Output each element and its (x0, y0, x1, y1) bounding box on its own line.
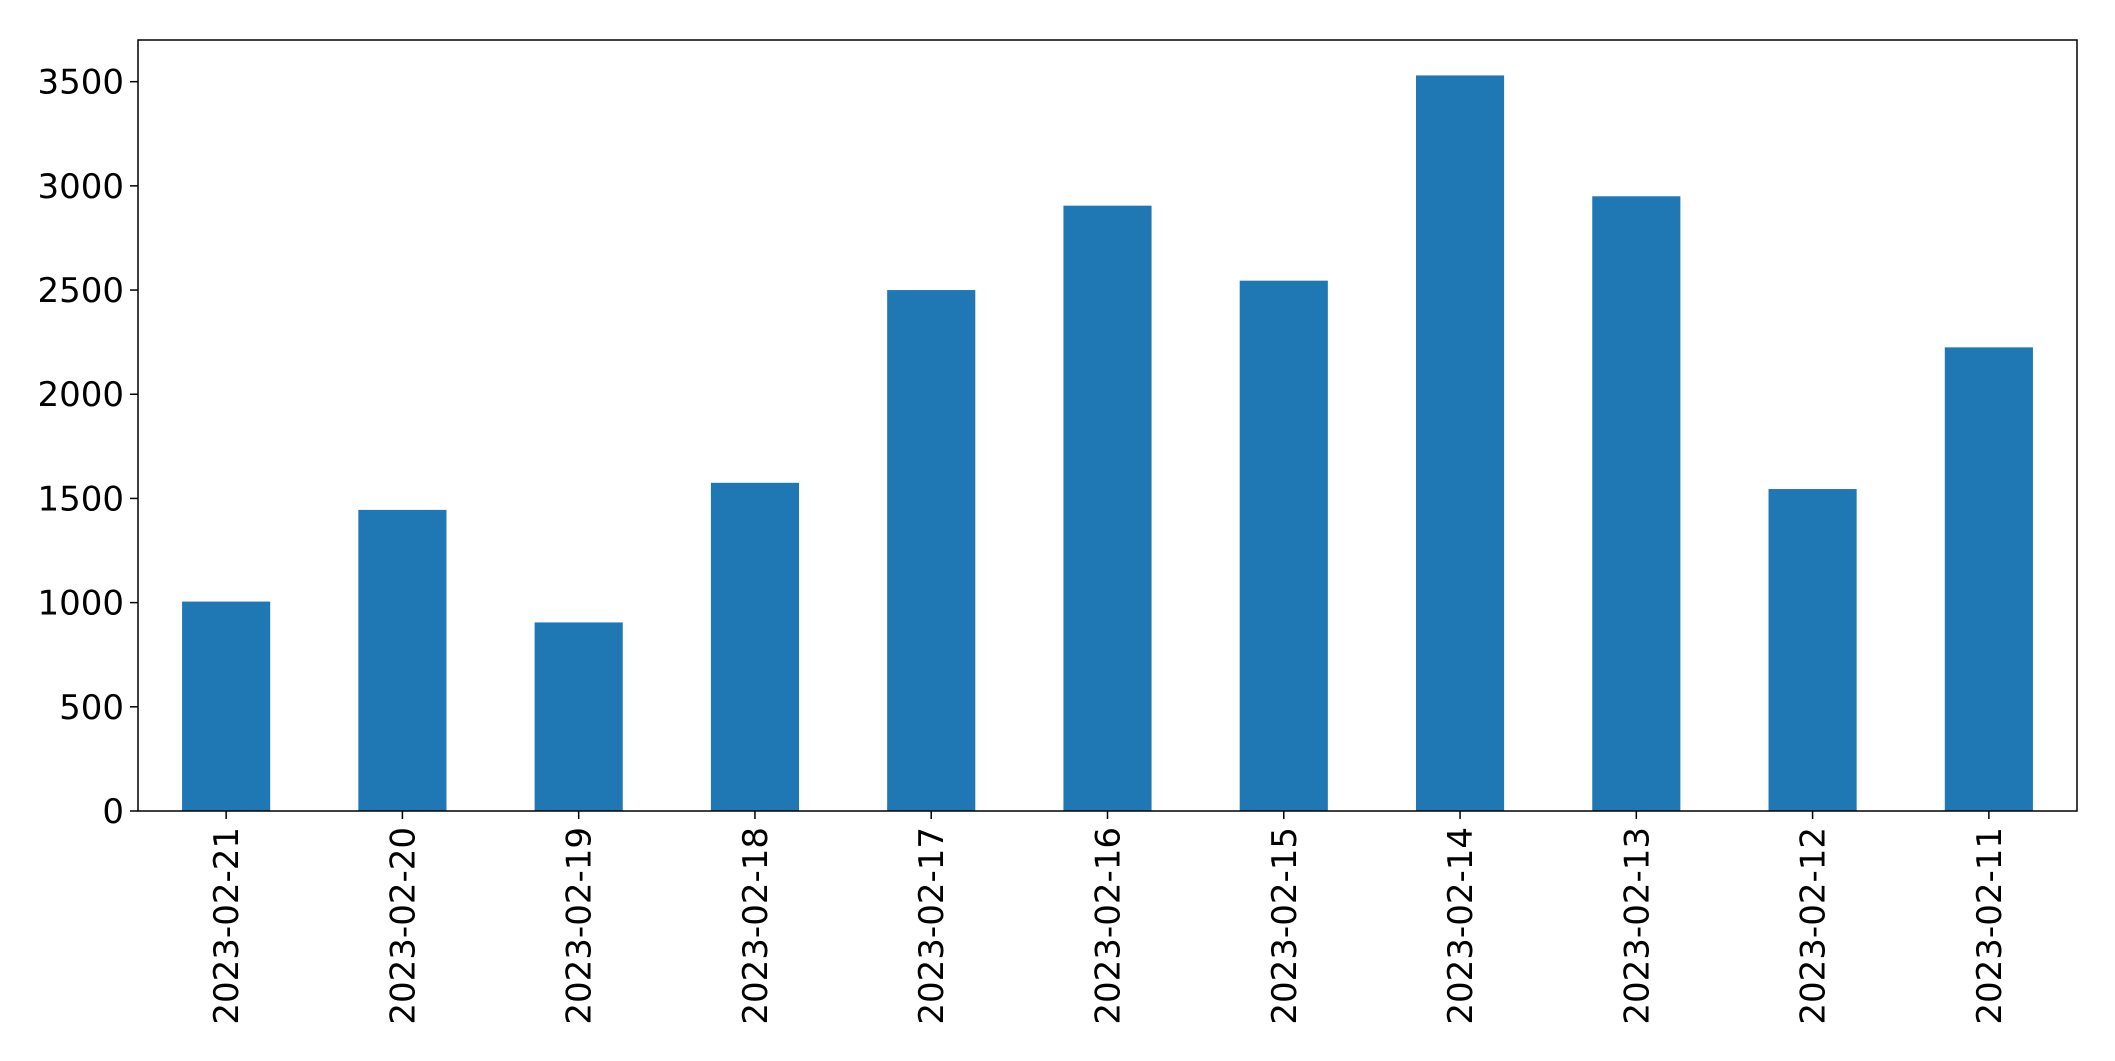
x-tick-label: 2023-02-16 (1089, 827, 1129, 1025)
x-axis: 2023-02-21 2023-02-20 2023-02-19 2023-02-18… (207, 811, 2010, 1025)
bar-2023-02-21 (182, 601, 271, 811)
x-tick-label: 2023-02-21 (207, 827, 247, 1025)
bar-2023-02-12 (1768, 489, 1857, 811)
bar-2023-02-16 (1063, 205, 1152, 811)
y-tick-label: 500 (59, 688, 124, 728)
bar-2023-02-19 (534, 622, 623, 811)
x-tick-label: 2023-02-20 (383, 827, 423, 1025)
x-tick-label: 2023-02-19 (560, 827, 600, 1025)
y-tick-label: 1500 (37, 479, 124, 519)
bars-group (182, 75, 2033, 812)
bar-2023-02-15 (1239, 280, 1328, 812)
x-tick-label: 2023-02-18 (736, 827, 776, 1025)
plot-frame (137, 39, 2078, 812)
bar-2023-02-20 (358, 509, 447, 811)
y-tick-label: 2000 (37, 375, 124, 415)
y-tick-label: 3500 (37, 63, 124, 103)
bar-2023-02-18 (710, 482, 800, 811)
x-tick-label: 2023-02-17 (912, 827, 952, 1025)
y-axis: 0 500 1000 1500 2000 2500 3000 3500 (37, 63, 138, 832)
x-tick-label: 2023-02-13 (1617, 827, 1657, 1025)
y-tick-label: 0 (102, 792, 124, 832)
y-tick-label: 1000 (37, 584, 124, 624)
x-tick-label: 2023-02-11 (1970, 827, 2010, 1025)
bar-2023-02-17 (887, 290, 976, 811)
bar-2023-02-14 (1415, 75, 1505, 812)
y-tick-label: 2500 (37, 271, 124, 311)
y-tick-label: 3000 (37, 167, 124, 207)
x-tick-label: 2023-02-14 (1441, 827, 1481, 1025)
x-tick-label: 2023-02-12 (1794, 827, 1834, 1025)
x-tick-label: 2023-02-15 (1265, 827, 1305, 1025)
bar-2023-02-11 (1944, 347, 2033, 811)
bar-2023-02-13 (1592, 196, 1681, 811)
